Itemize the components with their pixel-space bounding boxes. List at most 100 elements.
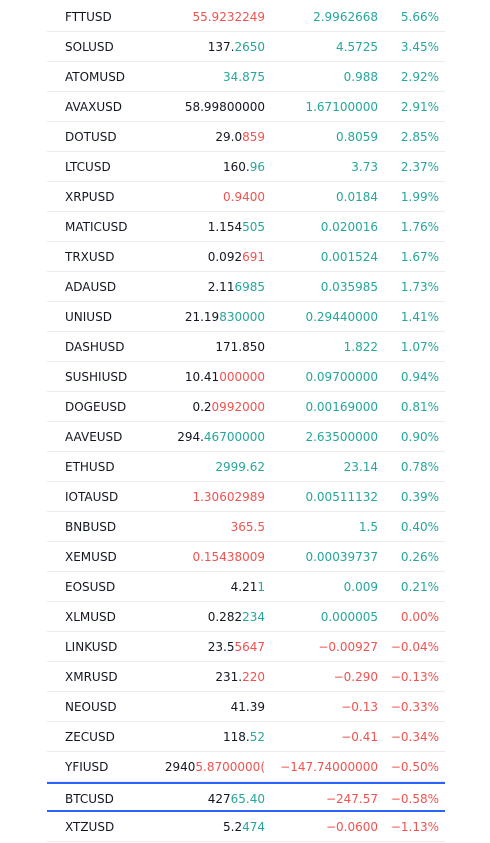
last-price-changed-digits: 505 — [242, 220, 265, 234]
change-value: 0.0184 — [336, 190, 378, 204]
change-percent: −0.33% — [390, 700, 439, 714]
last-price: 2999.62 — [145, 452, 265, 482]
last-price-changed-digits: 0992000 — [211, 400, 265, 414]
watchlist-row-sushiusd[interactable]: SUSHIUSD 10.41000000 0.09700000 0.94% — [47, 362, 445, 392]
last-price: 365.5 — [145, 512, 265, 542]
change-value: 1.822 — [343, 340, 378, 354]
last-price-unchanged-digits: 118. — [223, 730, 250, 744]
watchlist-row-xtzusd[interactable]: XTZUSD 5.2474 −0.0600 −1.13% — [47, 812, 445, 842]
last-price: 160.96 — [145, 152, 265, 182]
watchlist-row-xmrusd[interactable]: XMRUSD 231.220 −0.290 −0.13% — [47, 662, 445, 692]
last-price-changed-digits: 830000 — [219, 310, 265, 324]
last-price: 294.46700000 — [145, 422, 265, 452]
watchlist-row-dashusd[interactable]: DASHUSD 171.850 1.822 1.07% — [47, 332, 445, 362]
change-value: 2.9962668 — [313, 10, 378, 24]
change-value: −0.00927 — [318, 640, 378, 654]
change-percent: 0.26% — [400, 550, 439, 564]
change-value: −147.74000000 — [280, 760, 378, 774]
watchlist-row-ltcusd[interactable]: LTCUSD 160.96 3.73 2.37% — [47, 152, 445, 182]
change-value: 0.00039737 — [305, 550, 378, 564]
change-percent: 0.94% — [400, 370, 439, 384]
symbol-label: ZECUSD — [65, 730, 115, 744]
last-price: 41.39 — [145, 692, 265, 722]
last-price-unchanged-digits: 58.99800000 — [184, 100, 265, 114]
last-price-changed-digits: 46700000 — [203, 430, 265, 444]
last-price-unchanged-digits: 427 — [207, 792, 231, 806]
watchlist-row-xlmusd[interactable]: XLMUSD 0.282234 0.000005 0.00% — [47, 602, 445, 632]
last-price-changed-digits: 220 — [242, 670, 265, 684]
change-value: 0.00169000 — [305, 400, 378, 414]
watchlist-row-maticusd[interactable]: MATICUSD 1.154505 0.020016 1.76% — [47, 212, 445, 242]
last-price: 29405.8700000( — [145, 752, 265, 782]
watchlist-row-btcusd[interactable]: BTCUSD 42765.40 −247.57 −0.58% — [47, 782, 445, 812]
last-price: 0.282234 — [145, 602, 265, 632]
symbol-label: UNIUSD — [65, 310, 112, 324]
watchlist-row-xemusd[interactable]: XEMUSD 0.15438009 0.00039737 0.26% — [47, 542, 445, 572]
last-price: 58.99800000 — [145, 92, 265, 122]
last-price-changed-digits: 52 — [249, 730, 265, 744]
last-price-changed-digits: 96 — [249, 160, 265, 174]
change-percent: 2.37% — [400, 160, 439, 174]
change-percent: 0.78% — [400, 460, 439, 474]
change-percent: 1.41% — [400, 310, 439, 324]
last-price-unchanged-digits: 10.41 — [184, 370, 220, 384]
change-value: 0.8059 — [336, 130, 378, 144]
symbol-label: DOGEUSD — [65, 400, 127, 414]
last-price-changed-digits: 34.875 — [223, 70, 265, 84]
symbol-label: TRXUSD — [65, 250, 115, 264]
symbol-label: EOSUSD — [65, 580, 116, 594]
symbol-label: BNBUSD — [65, 520, 117, 534]
change-percent: −0.13% — [390, 670, 439, 684]
watchlist-row-aaveusd[interactable]: AAVEUSD 294.46700000 2.63500000 0.90% — [47, 422, 445, 452]
symbol-label: NEOUSD — [65, 700, 117, 714]
last-price: 0.15438009 — [145, 542, 265, 572]
watchlist-row-dogeusd[interactable]: DOGEUSD 0.20992000 0.00169000 0.81% — [47, 392, 445, 422]
change-value: 0.020016 — [320, 220, 378, 234]
last-price-unchanged-digits: 1.154 — [207, 220, 243, 234]
symbol-label: XEMUSD — [65, 550, 117, 564]
change-value: 0.00511132 — [305, 490, 378, 504]
symbol-label: DASHUSD — [65, 340, 125, 354]
symbol-label: MATICUSD — [65, 220, 128, 234]
watchlist-row-yfiusd[interactable]: YFIUSD 29405.8700000(−147.74000000 −0.50% — [47, 752, 445, 782]
change-value: −247.57 — [325, 792, 378, 806]
last-price-changed-digits: 0.9400 — [223, 190, 265, 204]
symbol-label: LTCUSD — [65, 160, 111, 174]
watchlist-row-avaxusd[interactable]: AVAXUSD 58.99800000 1.67100000 2.91% — [47, 92, 445, 122]
watchlist-row-adausd[interactable]: ADAUSD 2.116985 0.035985 1.73% — [47, 272, 445, 302]
last-price-changed-digits: 234 — [242, 610, 265, 624]
watchlist-row-solusd[interactable]: SOLUSD 137.2650 4.5725 3.45% — [47, 32, 445, 62]
watchlist-row-atomusd[interactable]: ATOMUSD 34.875 0.988 2.92% — [47, 62, 445, 92]
change-percent: 3.45% — [400, 40, 439, 54]
last-price: 0.9400 — [145, 182, 265, 212]
last-price: 1.30602989 — [145, 482, 265, 512]
change-value: 3.73 — [351, 160, 378, 174]
watchlist-row-fttusd[interactable]: FTTUSD 55.9232249 2.9962668 5.66% — [47, 2, 445, 32]
watchlist-row-iotausd[interactable]: IOTAUSD 1.30602989 0.00511132 0.39% — [47, 482, 445, 512]
last-price-changed-digits: 2650 — [234, 40, 265, 54]
watchlist-row-ethusd[interactable]: ETHUSD 2999.62 23.14 0.78% — [47, 452, 445, 482]
watchlist-row-eosusd[interactable]: EOSUSD 4.211 0.009 0.21% — [47, 572, 445, 602]
watchlist-row-xrpusd[interactable]: XRPUSD 0.9400 0.0184 1.99% — [47, 182, 445, 212]
last-price: 137.2650 — [145, 32, 265, 62]
last-price: 0.20992000 — [145, 392, 265, 422]
change-percent: 1.07% — [400, 340, 439, 354]
last-price-unchanged-digits: 160. — [223, 160, 250, 174]
change-value: 0.035985 — [320, 280, 378, 294]
last-price-changed-digits: 5.8700000( — [195, 760, 265, 774]
watchlist-row-neousd[interactable]: NEOUSD 41.39 −0.13 −0.33% — [47, 692, 445, 722]
watchlist-row-linkusd[interactable]: LINKUSD 23.55647 −0.00927 −0.04% — [47, 632, 445, 662]
watchlist-row-trxusd[interactable]: TRXUSD 0.092691 0.001524 1.67% — [47, 242, 445, 272]
change-value: 0.009 — [343, 580, 378, 594]
change-percent: 2.85% — [400, 130, 439, 144]
last-price: 10.41000000 — [145, 362, 265, 392]
watchlist-row-zecusd[interactable]: ZECUSD 118.52 −0.41 −0.34% — [47, 722, 445, 752]
symbol-label: BTCUSD — [65, 792, 114, 806]
watchlist-row-bnbusd[interactable]: BNBUSD 365.5 1.5 0.40% — [47, 512, 445, 542]
change-percent: 1.76% — [400, 220, 439, 234]
change-value: 4.5725 — [336, 40, 378, 54]
symbol-label: XMRUSD — [65, 670, 118, 684]
watchlist-row-dotusd[interactable]: DOTUSD 29.0859 0.8059 2.85% — [47, 122, 445, 152]
last-price-changed-digits: 859 — [242, 130, 265, 144]
watchlist-row-uniusd[interactable]: UNIUSD 21.19830000 0.29440000 1.41% — [47, 302, 445, 332]
